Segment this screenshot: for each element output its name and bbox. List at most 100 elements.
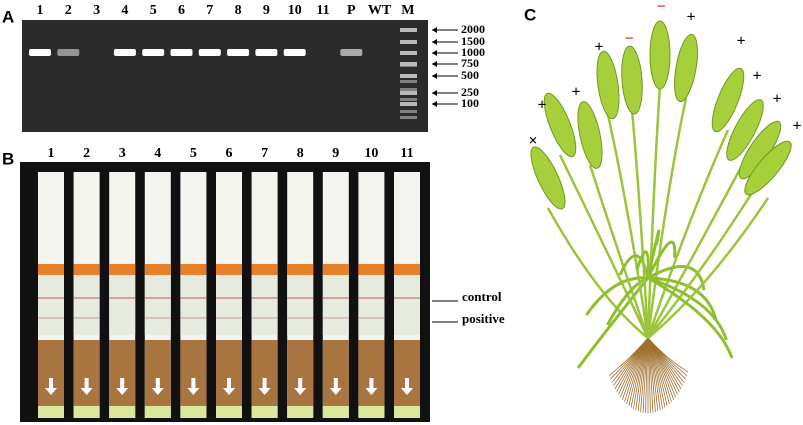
lane-label: 8 xyxy=(235,3,242,18)
strip-band xyxy=(38,264,64,275)
strip-window xyxy=(251,275,278,335)
strip-tip xyxy=(322,406,349,418)
strip-band xyxy=(109,264,136,275)
leaf xyxy=(647,276,734,359)
strip-band xyxy=(180,264,207,275)
lane-label: 3 xyxy=(93,3,100,18)
ladder-label: 750 xyxy=(461,56,479,70)
ladder-band xyxy=(400,110,417,113)
lane-label: 7 xyxy=(206,3,213,18)
line-label: positive xyxy=(462,311,505,326)
strip-arrow xyxy=(223,378,235,395)
band xyxy=(255,49,278,56)
lane-label: 9 xyxy=(263,3,270,18)
strip-arrow xyxy=(80,378,93,395)
strip-band xyxy=(394,264,420,275)
strip-pad xyxy=(180,340,207,406)
band xyxy=(283,49,306,56)
stem xyxy=(546,207,649,339)
strip-tip xyxy=(251,406,278,418)
line-label: control xyxy=(462,289,502,304)
strip-pad xyxy=(38,340,64,406)
arrow-head xyxy=(432,39,437,45)
band xyxy=(57,49,80,56)
strip-tip xyxy=(287,406,314,418)
strip-pad xyxy=(144,340,171,406)
ladder-label: 100 xyxy=(461,96,479,110)
strip-arrow xyxy=(258,378,271,395)
ladder-band xyxy=(400,28,417,32)
wheat-head xyxy=(744,140,792,196)
strip-label: 2 xyxy=(83,146,90,161)
strip-label: 9 xyxy=(332,146,339,161)
strip-arrow xyxy=(151,378,164,395)
band xyxy=(142,49,165,56)
panel-label: B xyxy=(2,149,14,168)
lane-label: M xyxy=(401,3,414,18)
band xyxy=(227,49,250,56)
strip-tip xyxy=(180,406,207,418)
leaf xyxy=(647,276,728,341)
ladder-band xyxy=(400,98,417,101)
strip-window xyxy=(358,275,385,335)
strip-tip xyxy=(109,406,136,418)
strip-window xyxy=(144,275,171,335)
stem xyxy=(630,109,650,339)
ladder-band xyxy=(400,40,417,44)
strip-label: 1 xyxy=(48,146,55,161)
ladder-label: 250 xyxy=(461,85,479,99)
arrow-head xyxy=(432,73,437,79)
leaf xyxy=(635,250,650,279)
panel-label: A xyxy=(2,7,14,26)
strip-tip xyxy=(38,406,64,418)
wheat-head xyxy=(621,45,643,115)
result-mark: × xyxy=(528,133,537,150)
lane-label: 1 xyxy=(37,3,44,18)
ladder-band xyxy=(400,64,417,67)
leaf xyxy=(646,229,661,279)
leaf xyxy=(646,240,677,279)
strip-arrow xyxy=(45,378,57,395)
strip-pad xyxy=(358,340,385,406)
wheat-head xyxy=(577,101,603,169)
band xyxy=(29,49,51,56)
lane-label: 6 xyxy=(178,3,185,18)
result-mark: − xyxy=(656,0,665,16)
ladder-band xyxy=(400,80,417,83)
strip-arrow xyxy=(329,378,342,395)
gel xyxy=(22,20,428,132)
strip-tip xyxy=(73,406,100,418)
ladder-band xyxy=(400,74,417,78)
result-mark: + xyxy=(537,97,546,114)
wheat-head xyxy=(726,99,764,161)
stem xyxy=(646,129,730,339)
strip-arrow xyxy=(365,378,378,395)
lane-label: 11 xyxy=(316,3,329,18)
lane-label: 4 xyxy=(121,3,128,18)
wheat-head xyxy=(674,33,698,103)
lane-label: 10 xyxy=(288,3,302,18)
stem xyxy=(646,159,747,339)
strip-pad xyxy=(322,340,349,406)
ladder-band xyxy=(400,91,417,95)
result-mark: + xyxy=(571,84,580,101)
strip-label: 6 xyxy=(226,146,233,161)
stem xyxy=(647,197,770,339)
wheat-illustration xyxy=(530,20,792,413)
ladder-label: 1000 xyxy=(461,45,485,59)
leaf xyxy=(585,276,649,316)
stem xyxy=(606,114,650,339)
result-mark: + xyxy=(792,118,801,135)
strip-window xyxy=(109,275,136,335)
result-mark: + xyxy=(772,91,781,108)
arrow-head xyxy=(432,90,437,96)
ladder-label: 1500 xyxy=(461,34,485,48)
stem xyxy=(558,154,650,339)
band xyxy=(170,49,193,56)
strip-band xyxy=(251,264,278,275)
strip-window xyxy=(216,275,242,335)
strip-pad xyxy=(287,340,314,406)
strip-arrow xyxy=(401,378,413,395)
strip-label: 11 xyxy=(400,146,413,161)
strip-tip xyxy=(358,406,385,418)
